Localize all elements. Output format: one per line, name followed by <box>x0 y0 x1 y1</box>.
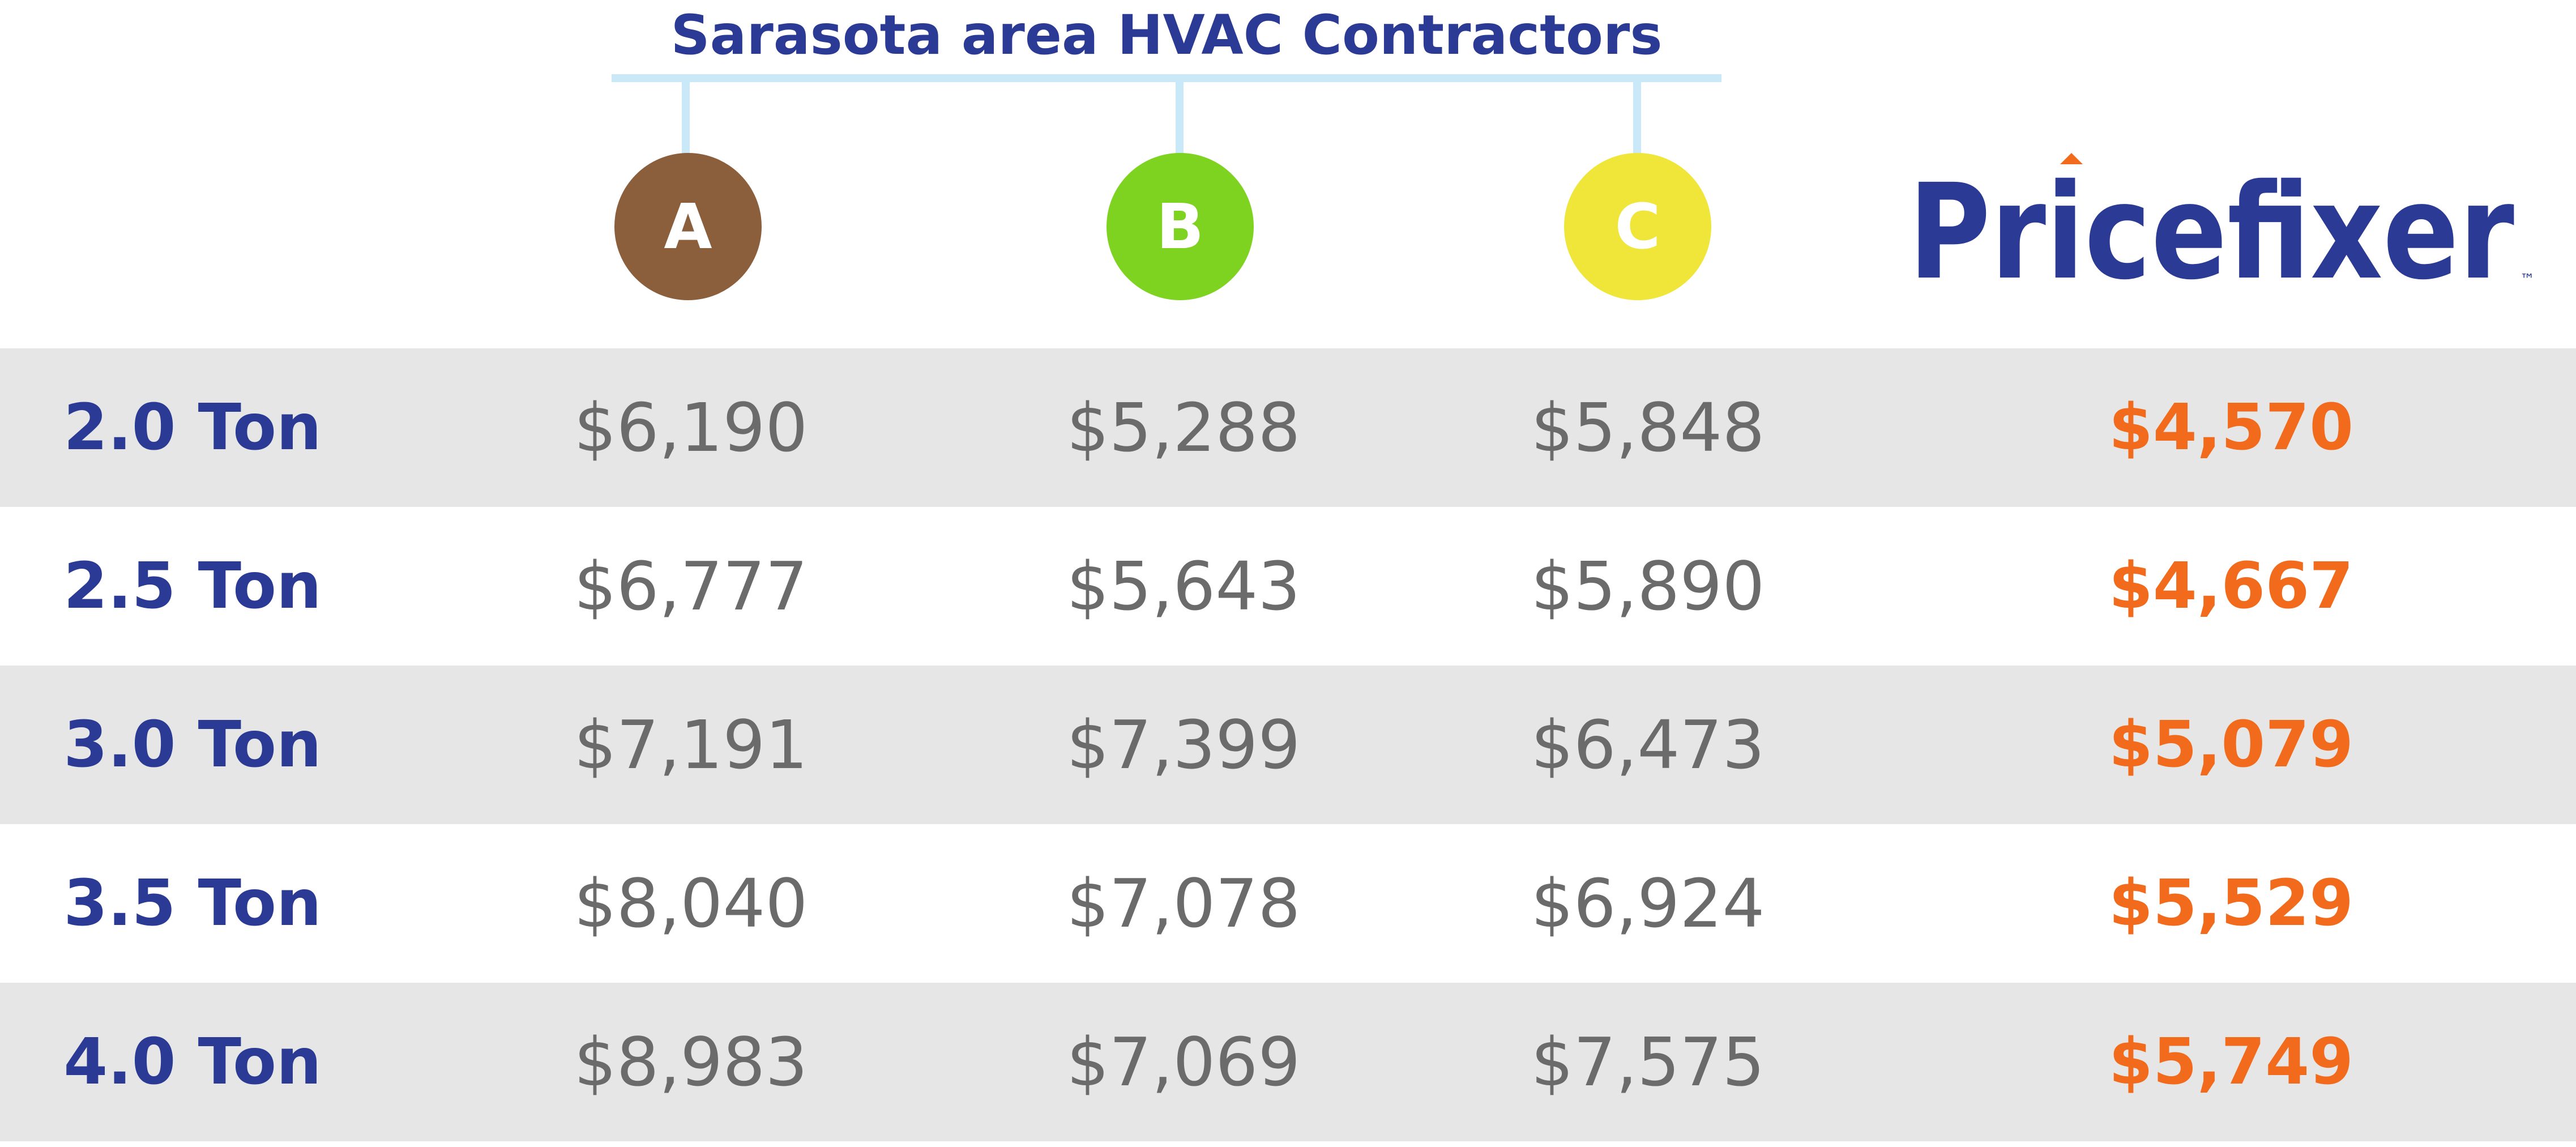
contractor-badge-b: B <box>1107 153 1254 300</box>
bracket-tick-b <box>1176 78 1184 157</box>
contractor-badge-label: B <box>1156 190 1204 263</box>
pricefixer-price-cell: $4,667 <box>2108 549 2354 623</box>
contractor-badge-a: A <box>614 153 762 300</box>
pricefixer-price-cell: $5,529 <box>2108 867 2354 940</box>
pricefixer-price-cell: $4,570 <box>2108 391 2354 464</box>
table-row: 3.0 Ton $7,191 $7,399 $6,473 $5,079 <box>0 666 2576 824</box>
contractor-price-cell: $8,983 <box>574 1023 808 1101</box>
pricefixer-price-cell: $5,749 <box>2108 1025 2354 1099</box>
contractor-badge-c: C <box>1564 153 1711 300</box>
contractor-badge-label: C <box>1614 190 1661 263</box>
row-label: 3.0 Ton <box>63 708 322 782</box>
contractor-price-cell: $7,399 <box>1066 706 1301 784</box>
contractor-price-cell: $5,643 <box>1066 547 1301 625</box>
row-label: 2.5 Ton <box>63 549 322 623</box>
row-label: 4.0 Ton <box>63 1025 322 1099</box>
row-label: 3.5 Ton <box>63 867 322 940</box>
contractor-badge-label: A <box>664 190 712 263</box>
contractor-price-cell: $7,069 <box>1066 1023 1301 1101</box>
contractor-price-cell: $6,777 <box>574 547 808 625</box>
table-row: 2.0 Ton $6,190 $5,288 $5,848 $4,570 <box>0 348 2576 507</box>
contractor-price-cell: $6,473 <box>1531 706 1765 784</box>
pricefixer-logo-text: Pricefixer <box>1908 156 2514 290</box>
contractor-price-cell: $6,924 <box>1531 864 1765 943</box>
table-row: 2.5 Ton $6,777 $5,643 $5,890 $4,667 <box>0 507 2576 666</box>
row-label: 2.0 Ton <box>63 391 322 464</box>
contractor-price-cell: $5,288 <box>1066 389 1301 467</box>
house-roof-icon <box>2060 153 2083 164</box>
bracket-tick-a <box>682 78 690 157</box>
table-row: 3.5 Ton $8,040 $7,078 $6,924 $5,529 <box>0 824 2576 983</box>
contractor-price-cell: $5,890 <box>1531 547 1765 625</box>
contractor-price-cell: $6,190 <box>574 389 808 467</box>
contractor-price-cell: $7,575 <box>1531 1023 1765 1101</box>
contractor-price-cell: $7,191 <box>574 706 808 784</box>
trademark-symbol: ™ <box>2520 271 2535 288</box>
pricefixer-logo: Pricefixer ™ <box>1908 153 2535 290</box>
pricefixer-price-cell: $5,079 <box>2108 708 2354 782</box>
contractor-price-cell: $5,848 <box>1531 389 1765 467</box>
table-row: 4.0 Ton $8,983 $7,069 $7,575 $5,749 <box>0 983 2576 1141</box>
bracket-tick-c <box>1633 78 1641 157</box>
chart-title: Sarasota area HVAC Contractors <box>670 3 1663 67</box>
contractor-price-cell: $8,040 <box>574 864 808 943</box>
contractor-price-cell: $7,078 <box>1066 864 1301 943</box>
contractors-bracket <box>612 74 1721 82</box>
